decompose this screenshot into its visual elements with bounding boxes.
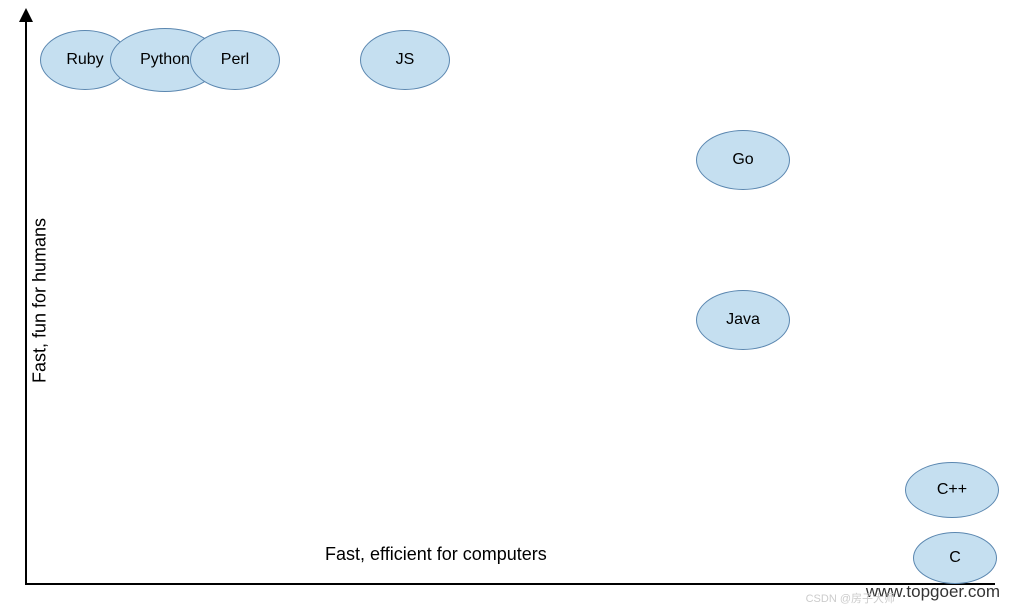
watermark-csdn: CSDN @房子大师	[806, 590, 895, 606]
chart-container: Fast, fun for humans Fast, efficient for…	[25, 10, 995, 590]
language-node-perl: Perl	[190, 30, 280, 90]
x-axis-label: Fast, efficient for computers	[325, 544, 547, 565]
language-node-go: Go	[696, 130, 790, 190]
language-node-c: C	[913, 532, 997, 584]
y-axis-label: Fast, fun for humans	[30, 111, 51, 491]
language-node-js: JS	[360, 30, 450, 90]
y-axis	[25, 10, 27, 585]
y-axis-arrow	[19, 8, 33, 22]
x-axis	[25, 583, 995, 585]
language-node-java: Java	[696, 290, 790, 350]
language-node-c: C++	[905, 462, 999, 518]
